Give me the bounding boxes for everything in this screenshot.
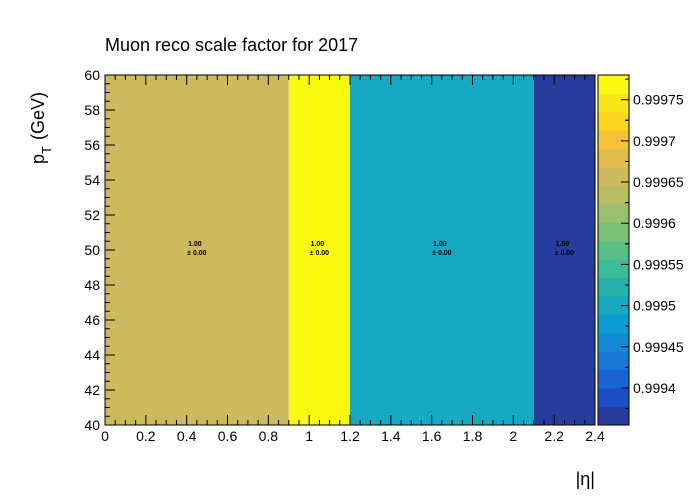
x-tick-label: 0.2 bbox=[136, 428, 156, 444]
palette-tick-label: 0.99965 bbox=[633, 174, 684, 190]
y-tick-label: 40 bbox=[84, 417, 100, 433]
heatmap-cell bbox=[105, 75, 289, 425]
y-axis-title-sub: T bbox=[39, 146, 54, 154]
palette-swatch bbox=[598, 388, 629, 408]
palette-swatch bbox=[598, 406, 629, 426]
y-tick-label: 44 bbox=[84, 347, 100, 363]
palette-tick-label: 0.9997 bbox=[633, 133, 676, 149]
cell-value-label: 1.00 bbox=[311, 241, 325, 248]
heatmap-cell bbox=[533, 75, 595, 425]
x-tick-label: 0 bbox=[101, 428, 109, 444]
y-tick-label: 56 bbox=[84, 137, 100, 153]
y-axis-title: pT (GeV) bbox=[28, 92, 54, 164]
palette-swatch bbox=[598, 167, 629, 187]
cell-error-label: ± 0.00 bbox=[310, 250, 330, 257]
palette-swatch bbox=[598, 93, 629, 113]
cell-error-label: ± 0.00 bbox=[432, 250, 452, 257]
y-tick-label: 58 bbox=[84, 102, 100, 118]
palette-swatch bbox=[598, 222, 629, 242]
palette-swatch bbox=[598, 185, 629, 205]
palette-swatch bbox=[598, 75, 629, 94]
x-tick-label: 0.4 bbox=[177, 428, 197, 444]
x-tick-label: 2.4 bbox=[585, 428, 605, 444]
y-tick-label: 50 bbox=[84, 242, 100, 258]
chart-title: Muon reco scale factor for 2017 bbox=[105, 35, 358, 55]
palette-swatch bbox=[598, 203, 629, 223]
y-axis-title-main: p bbox=[28, 154, 48, 164]
color-palette bbox=[597, 74, 630, 426]
palette-frame bbox=[597, 74, 630, 426]
x-tick-label: 0.8 bbox=[259, 428, 279, 444]
y-tick-label: 42 bbox=[84, 382, 100, 398]
y-axis-title-unit: (GeV) bbox=[28, 92, 48, 140]
x-tick-label: 0.6 bbox=[218, 428, 238, 444]
x-axis: 0 0.2 0.4 0.6 0.8 1 1.2 1.4 1.6 1.8 2 2.2 2.4 bbox=[101, 75, 605, 444]
palette-swatch bbox=[598, 111, 629, 131]
cell-error-label: ± 0.00 bbox=[555, 250, 575, 257]
palette-swatch bbox=[598, 130, 629, 150]
y-tick-label: 60 bbox=[84, 67, 100, 83]
palette-tick-label: 0.99955 bbox=[633, 256, 684, 272]
palette-swatch bbox=[598, 240, 629, 260]
x-tick-label: 1.6 bbox=[422, 428, 442, 444]
heatmap-cell-labels: 1.00 ± 0.00 1.00 ± 0.00 1.00 ± 0.00 1.00 ± 0.00 bbox=[187, 241, 574, 257]
x-tick-label: 2 bbox=[509, 428, 517, 444]
heatmap-cell bbox=[350, 75, 534, 425]
y-axis: 40 42 44 46 48 50 52 54 56 58 60 bbox=[84, 67, 115, 433]
palette-swatch bbox=[598, 314, 629, 334]
palette-swatch bbox=[598, 296, 629, 315]
cell-value-label: 1.00 bbox=[188, 241, 202, 248]
cell-value-label: 1.00 bbox=[556, 241, 570, 248]
palette-swatch bbox=[598, 277, 629, 297]
palette-swatch bbox=[598, 369, 629, 389]
x-tick-label: 1.8 bbox=[463, 428, 483, 444]
palette-tick-label: 0.99975 bbox=[633, 92, 684, 108]
palette-swatch bbox=[598, 351, 629, 371]
x-tick-label: 1 bbox=[305, 428, 313, 444]
palette-tick-label: 0.99945 bbox=[633, 339, 684, 355]
x-tick-label: 1.4 bbox=[381, 428, 401, 444]
heatmap-cell bbox=[288, 75, 350, 425]
palette-tick-label: 0.9994 bbox=[633, 380, 676, 396]
cell-value-label: 1.00 bbox=[433, 241, 447, 248]
cell-error-label: ± 0.00 bbox=[187, 250, 207, 257]
x-tick-label: 1.2 bbox=[340, 428, 360, 444]
color-palette-axis: 0.9994 0.99945 0.9995 0.99955 0.9996 0.99965 0… bbox=[621, 78, 684, 410]
x-tick-label: 2.2 bbox=[544, 428, 564, 444]
palette-tick-label: 0.9995 bbox=[633, 298, 676, 314]
y-tick-label: 48 bbox=[84, 277, 100, 293]
heatmap-cells bbox=[105, 75, 595, 425]
y-tick-label: 54 bbox=[84, 172, 100, 188]
y-tick-label: 46 bbox=[84, 312, 100, 328]
palette-swatch bbox=[598, 148, 629, 168]
x-axis-title: |η| bbox=[576, 469, 595, 489]
palette-swatch bbox=[598, 332, 629, 352]
y-tick-label: 52 bbox=[84, 207, 100, 223]
palette-swatch bbox=[598, 259, 629, 279]
palette-tick-label: 0.9996 bbox=[633, 215, 676, 231]
